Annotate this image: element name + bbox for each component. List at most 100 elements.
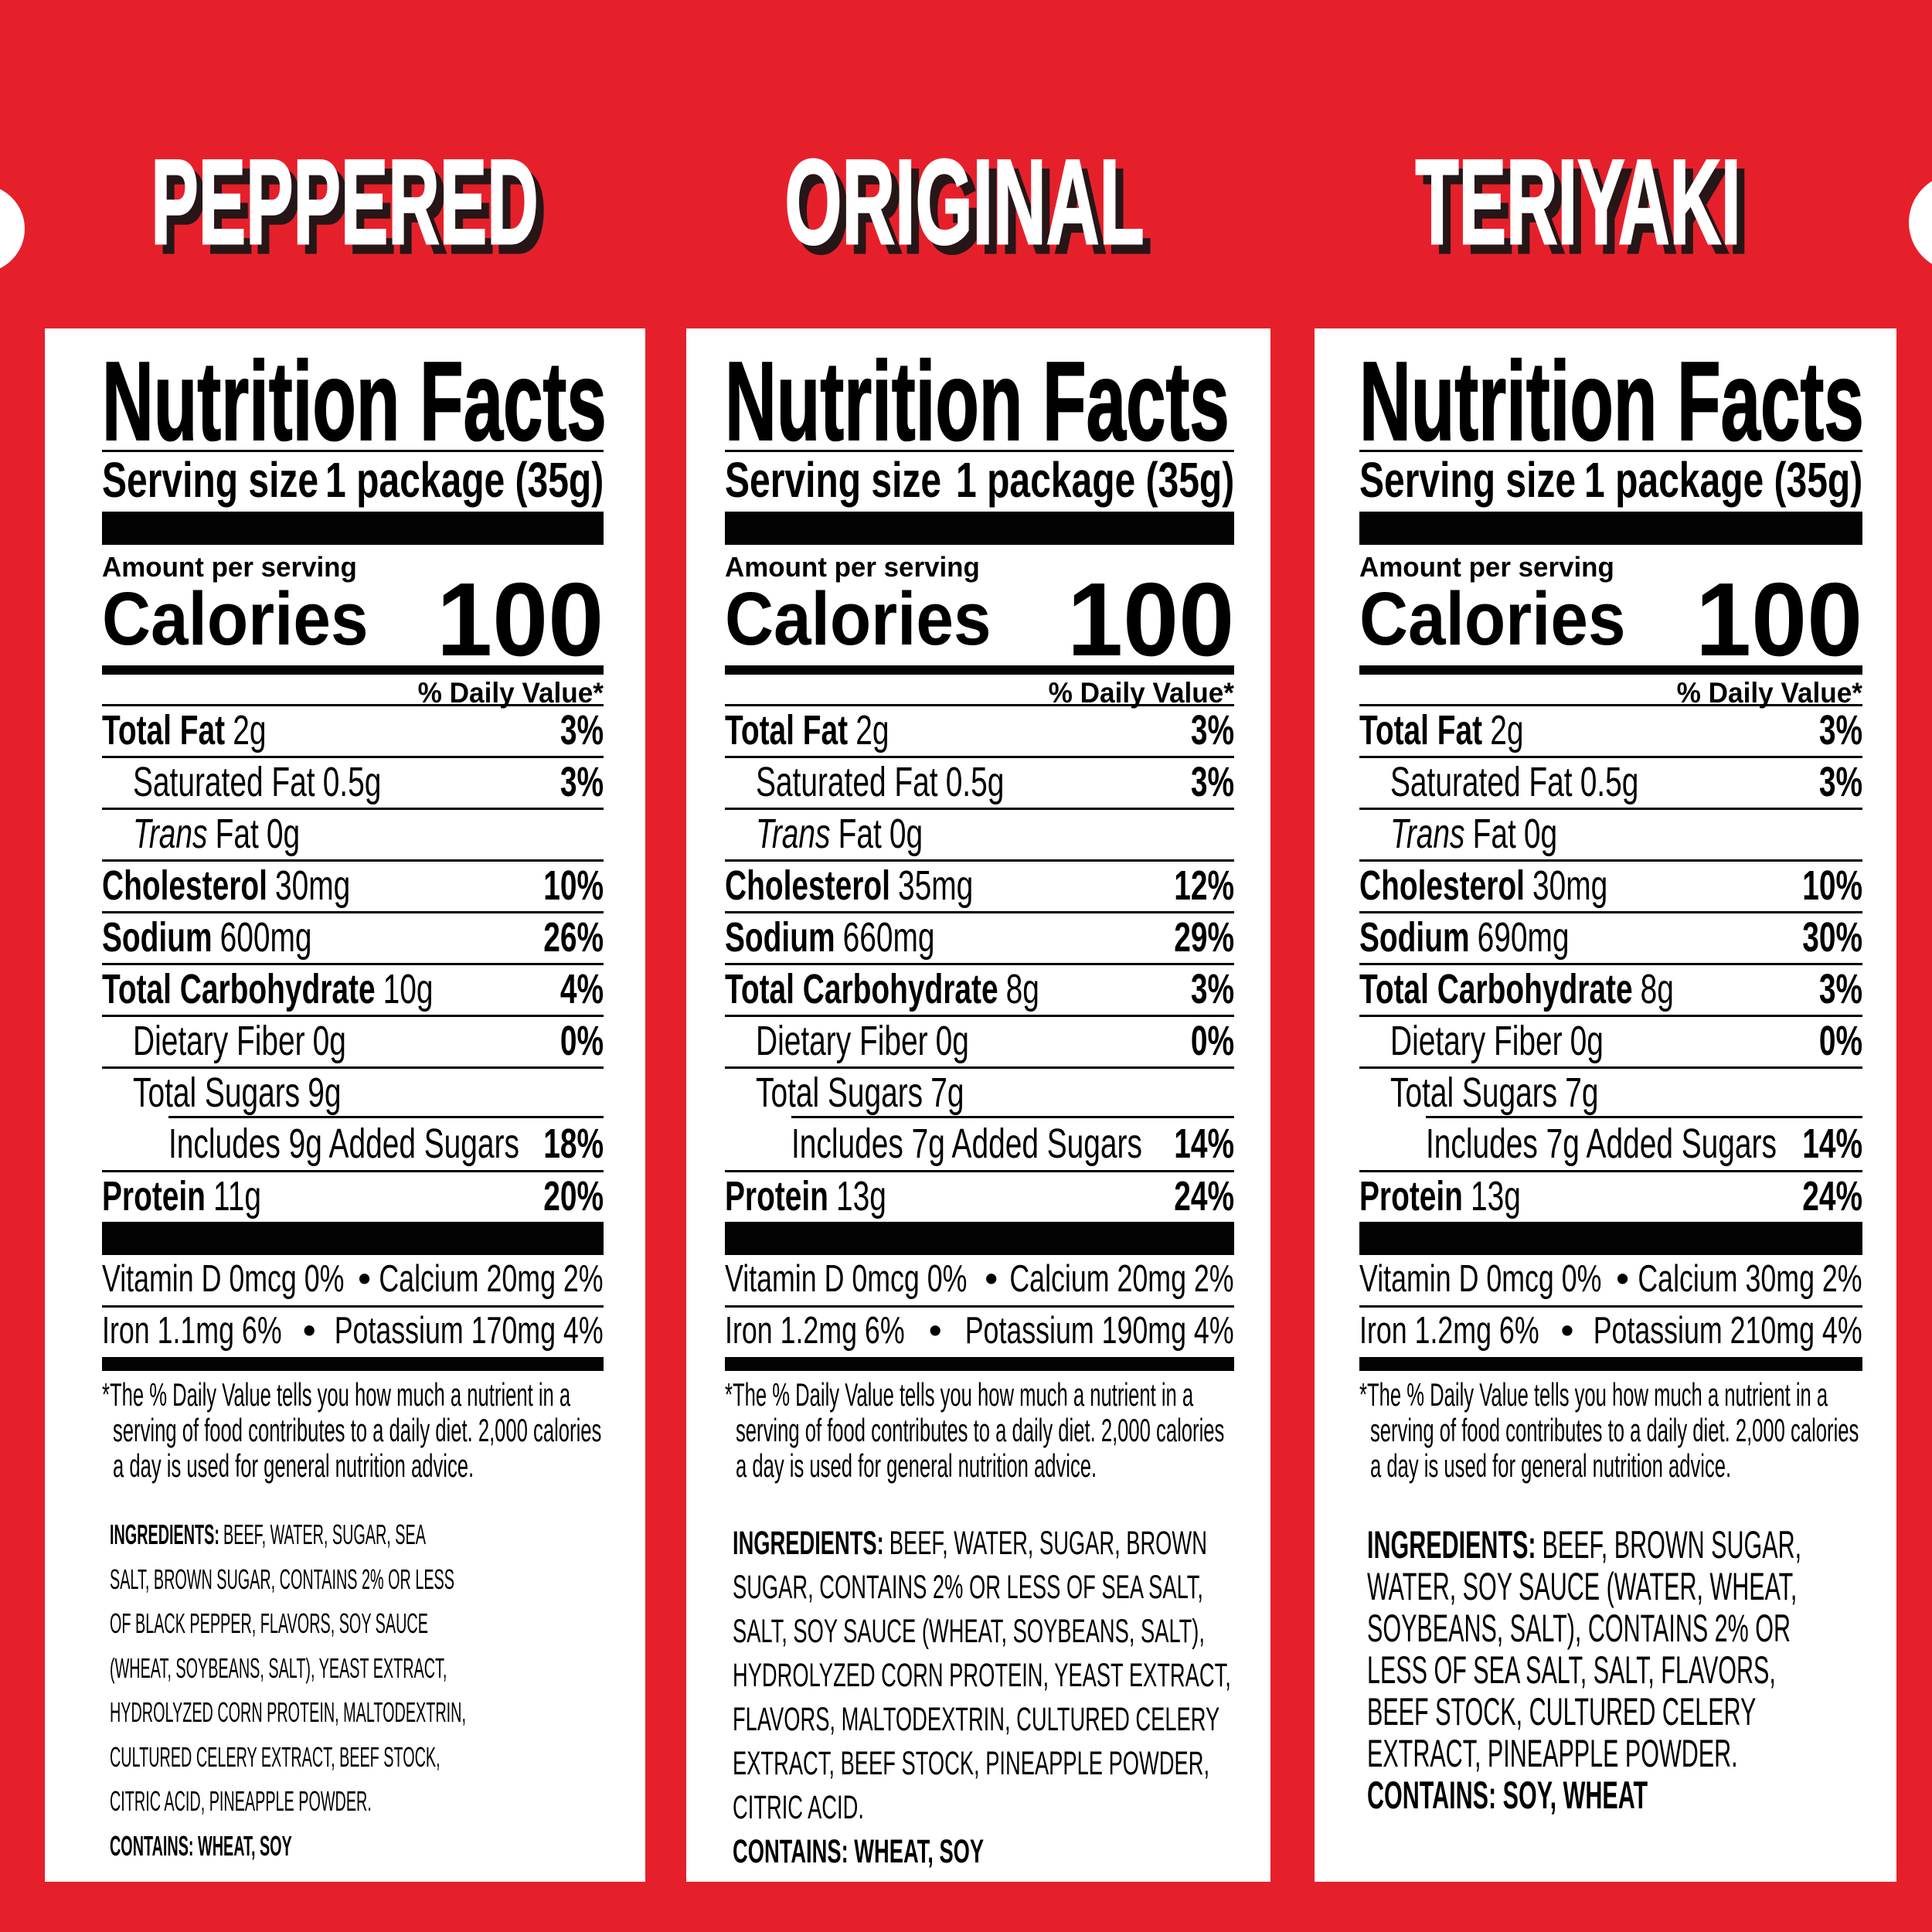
ingredients-text: BEEF, WATER, SUGAR, BROWN — [889, 1525, 1207, 1563]
nutrient-cell: Total Sugars 9g — [133, 1069, 422, 1117]
nutrient-dv: 0% — [1190, 1017, 1234, 1064]
micronutrient-right: Calcium 20mg 2% — [1009, 1257, 1234, 1300]
ingredients-line: OF BLACK PEPPER, FLAVORS, SOY SAUCE — [110, 1607, 428, 1640]
nutrient-dv: 24% — [1802, 1172, 1862, 1219]
bullet-separator: • — [357, 1257, 372, 1300]
footnote-line: serving of food contributes to a daily d… — [113, 1412, 602, 1448]
divider-footnote — [1359, 1357, 1862, 1371]
micronutrient-right: Potassium 170mg 4% — [335, 1309, 604, 1352]
ingredients-line: CITRIC ACID. — [733, 1789, 864, 1827]
ingredients-label: INGREDIENTS: — [110, 1519, 219, 1551]
nutrient-name: Total Fat — [102, 706, 226, 753]
nutrition-panel-content: Nutrition Facts Serving size 1 package (3… — [1359, 328, 1864, 1882]
nutrient-row: Saturated Fat 0.5g 3% — [102, 756, 604, 808]
micronutrient-left: Vitamin D 0mcg 0% — [102, 1257, 345, 1300]
nutrient-cell: Total Sugars 7g — [1390, 1069, 1679, 1117]
ingredients-line: HYDROLYZED CORN PROTEIN, YEAST EXTRACT, — [733, 1657, 1231, 1695]
calories-label: Calories — [1359, 577, 1626, 662]
nutrient-name: Dietary Fiber — [133, 1017, 305, 1064]
nutrient-row: Dietary Fiber 0g 0% — [1359, 1015, 1862, 1066]
amount-per-serving-label: Amount per serving — [102, 551, 357, 583]
nutrient-name: Cholesterol — [725, 862, 890, 909]
nutrient-dv: 29% — [1174, 913, 1234, 961]
nutrient-dv: 10% — [1802, 862, 1862, 909]
micronutrient-row: Vitamin D 0mcg 0% • Calcium 20mg 2% — [102, 1255, 604, 1308]
contains-line: CONTAINS: SOY, WHEAT — [1367, 1774, 1648, 1818]
nutrient-row: Cholesterol 30mg 10% — [102, 859, 604, 911]
serving-size-value: 1 package (35g) — [1583, 451, 1862, 508]
calories-label: Calories — [725, 577, 992, 662]
nutrient-dv: 4% — [560, 965, 604, 1012]
nutrient-row: Dietary Fiber 0g 0% — [102, 1015, 604, 1066]
daily-value-footnote: *The % Daily Value tells you how much a … — [1359, 1377, 1862, 1484]
amount-per-serving-label: Amount per serving — [1359, 551, 1614, 583]
nutrient-row: Protein 11g 20% — [102, 1170, 604, 1222]
nutrient-row: Trans Fat 0g — [1359, 808, 1862, 859]
ingredients-line: LESS OF SEA SALT, SALT, FLAVORS, — [1367, 1648, 1776, 1692]
nutrient-row: Total Fat 2g 3% — [1359, 704, 1862, 756]
nutrient-amount: 0.5g — [1580, 758, 1639, 805]
nutrient-dv: 10% — [543, 862, 604, 909]
nutrient-dv: 12% — [1174, 862, 1234, 909]
divider-partial — [168, 1116, 604, 1118]
nutrient-dv: 3% — [1190, 706, 1234, 753]
decor-circle-right — [1909, 174, 1932, 271]
nutrient-row: Total Fat 2g 3% — [102, 704, 604, 756]
serving-size-value: 1 package (35g) — [955, 451, 1234, 508]
calories-value: 100 — [1695, 561, 1862, 679]
nutrient-name: Sodium — [102, 913, 213, 961]
nutrient-row: Cholesterol 35mg 12% — [725, 859, 1234, 911]
nutrient-name: Total Sugars — [133, 1069, 301, 1116]
nutrient-dv: 3% — [1818, 965, 1862, 1012]
serving-size-row: Serving size 1 package (35g) — [102, 452, 604, 512]
ingredients-line: SALT, SOY SAUCE (WHEAT, SOYBEANS, SALT), — [733, 1613, 1205, 1651]
nutrient-amount: 13g — [836, 1172, 886, 1219]
bullet-separator: • — [985, 1257, 998, 1300]
nutrient-name: Includes 7g Added Sugars — [791, 1120, 1142, 1167]
nutrient-cell: Protein 11g — [102, 1172, 323, 1220]
footnote-line: serving of food contributes to a daily d… — [1370, 1412, 1859, 1448]
nutrition-panel-content: Nutrition Facts Serving size 1 package (3… — [724, 328, 1234, 1882]
flavor-heading-peppered: PEPPERED — [16, 141, 673, 264]
nutrient-row: Total Sugars 7g — [725, 1066, 1234, 1118]
nutrient-amount: 2g — [855, 706, 889, 753]
micronutrient-left: Vitamin D 0mcg 0% — [1359, 1257, 1602, 1300]
nutrient-cell: Dietary Fiber 0g — [756, 1017, 1052, 1065]
nutrient-cell: Cholesterol 35mg — [725, 862, 1070, 910]
nutrient-name: Cholesterol — [102, 862, 267, 909]
nutrient-name-italic: Trans — [756, 810, 831, 857]
nutrient-row: Sodium 690mg 30% — [1359, 911, 1862, 963]
nutrient-rows: Total Fat 2g 3% Saturated Fat 0.5g 3% Trans F… — [1359, 704, 1862, 1222]
nutrient-amount: 8g — [1640, 965, 1674, 1012]
ingredients-line: SALT, BROWN SUGAR, CONTAINS 2% OR LESS — [110, 1563, 454, 1595]
nutrient-row: Total Carbohydrate 8g 3% — [1359, 963, 1862, 1015]
nutrient-cell: Trans Fat 0g — [1390, 810, 1622, 858]
micronutrient-left: Vitamin D 0mcg 0% — [725, 1257, 968, 1300]
nutrient-dv: 3% — [1190, 965, 1234, 1012]
nutrient-dv: 3% — [560, 706, 604, 753]
nutrition-panel-content: Nutrition Facts Serving size 1 package (3… — [101, 328, 607, 1882]
nutrient-rows: Total Fat 2g 3% Saturated Fat 0.5g 3% Trans F… — [725, 704, 1234, 1222]
micronutrient-right: Calcium 20mg 2% — [379, 1257, 604, 1300]
nutrient-row: Includes 7g Added Sugars 14% — [1359, 1116, 1862, 1170]
footnote-line: a day is used for general nutrition advi… — [1370, 1447, 1732, 1484]
nutrient-dv: 0% — [1818, 1017, 1862, 1064]
nutrient-name: Fat — [1472, 810, 1516, 857]
ingredients-line: INGREDIENTS: BEEF, WATER, SUGAR, SEA — [110, 1512, 604, 1557]
footnote-line: *The % Daily Value tells you how much a … — [102, 1376, 571, 1413]
nutrient-row: Protein 13g 24% — [1359, 1170, 1862, 1222]
nutrient-name: Saturated Fat — [133, 758, 315, 805]
nutrient-cell: Sodium 660mg — [725, 913, 1016, 961]
nutrient-name: Protein — [1359, 1172, 1463, 1219]
nutrient-row: Saturated Fat 0.5g 3% — [1359, 756, 1862, 808]
nutrient-row: Trans Fat 0g — [102, 808, 604, 859]
serving-size-label: Serving size — [102, 451, 319, 508]
nutrient-row: Protein 13g 24% — [725, 1170, 1234, 1222]
daily-value-header: % Daily Value* — [417, 676, 604, 709]
nutrient-dv: 3% — [1818, 706, 1862, 753]
micronutrient-row: Iron 1.1mg 6% • Potassium 170mg 4% — [102, 1308, 604, 1357]
footnote-line: a day is used for general nutrition advi… — [736, 1447, 1097, 1484]
thick-bar-top — [725, 512, 1234, 545]
nutrient-cell: Total Sugars 7g — [756, 1069, 1045, 1117]
ingredients-line: WATER, SOY SAUCE (WATER, WHEAT, — [1367, 1565, 1798, 1609]
